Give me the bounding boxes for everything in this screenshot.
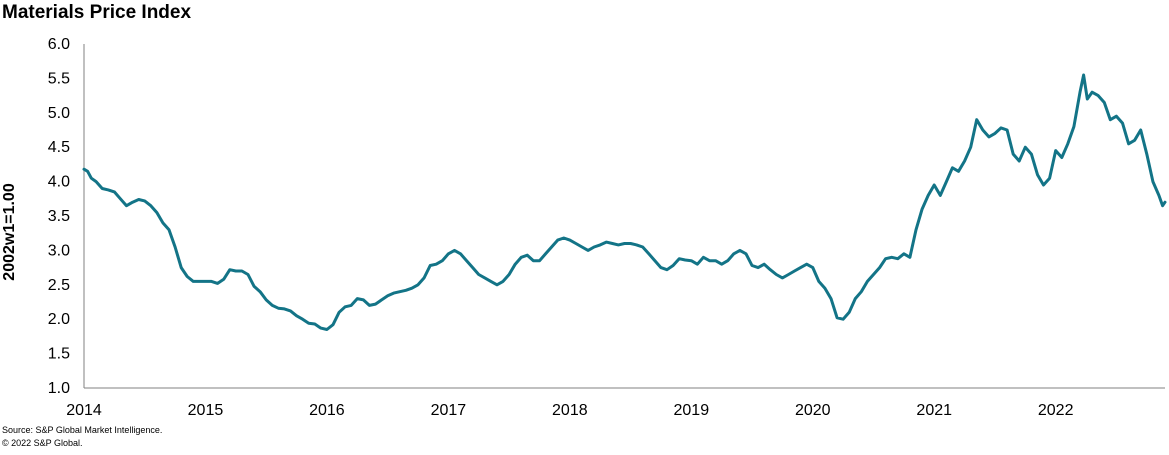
x-tick-label: 2021 [916, 402, 952, 419]
y-tick-label: 4.5 [48, 139, 70, 156]
y-tick-label: 1.0 [48, 380, 70, 397]
x-tick-label: 2016 [309, 402, 345, 419]
y-tick-label: 3.0 [48, 242, 70, 259]
chart-title: Materials Price Index [2, 2, 192, 23]
x-tick-label: 2018 [552, 402, 588, 419]
x-tick-label: 2020 [795, 402, 831, 419]
y-tick-label: 5.5 [48, 70, 70, 87]
source-note: Source: S&P Global Market Intelligence. [2, 425, 163, 435]
y-tick-label: 4.0 [48, 174, 70, 191]
x-tick-label: 2019 [674, 402, 710, 419]
x-tick-label: 2014 [66, 402, 102, 419]
x-tick-label: 2022 [1038, 402, 1074, 419]
y-axis-label: 2002w1=1.00 [1, 183, 18, 281]
y-tick-label: 2.5 [48, 277, 70, 294]
x-tick-label: 2017 [431, 402, 467, 419]
series-line-materials-price-index [82, 73, 1167, 331]
y-tick-label: 1.5 [48, 346, 70, 363]
y-tick-label: 2.0 [48, 311, 70, 328]
y-tick-label: 6.0 [48, 36, 70, 53]
x-tick-label: 2015 [188, 402, 224, 419]
y-tick-label: 5.0 [48, 105, 70, 122]
y-tick-label: 3.5 [48, 208, 70, 225]
y-tick-labels: 1.0 1.5 2.0 2.5 3.0 3.5 4.0 4.5 5.0 5.5 6.0 [48, 36, 70, 397]
x-tick-labels: 2014 2015 2016 2017 2018 2019 2020 2021 2022 [66, 402, 1073, 419]
copyright-note: © 2022 S&P Global. [2, 438, 83, 448]
